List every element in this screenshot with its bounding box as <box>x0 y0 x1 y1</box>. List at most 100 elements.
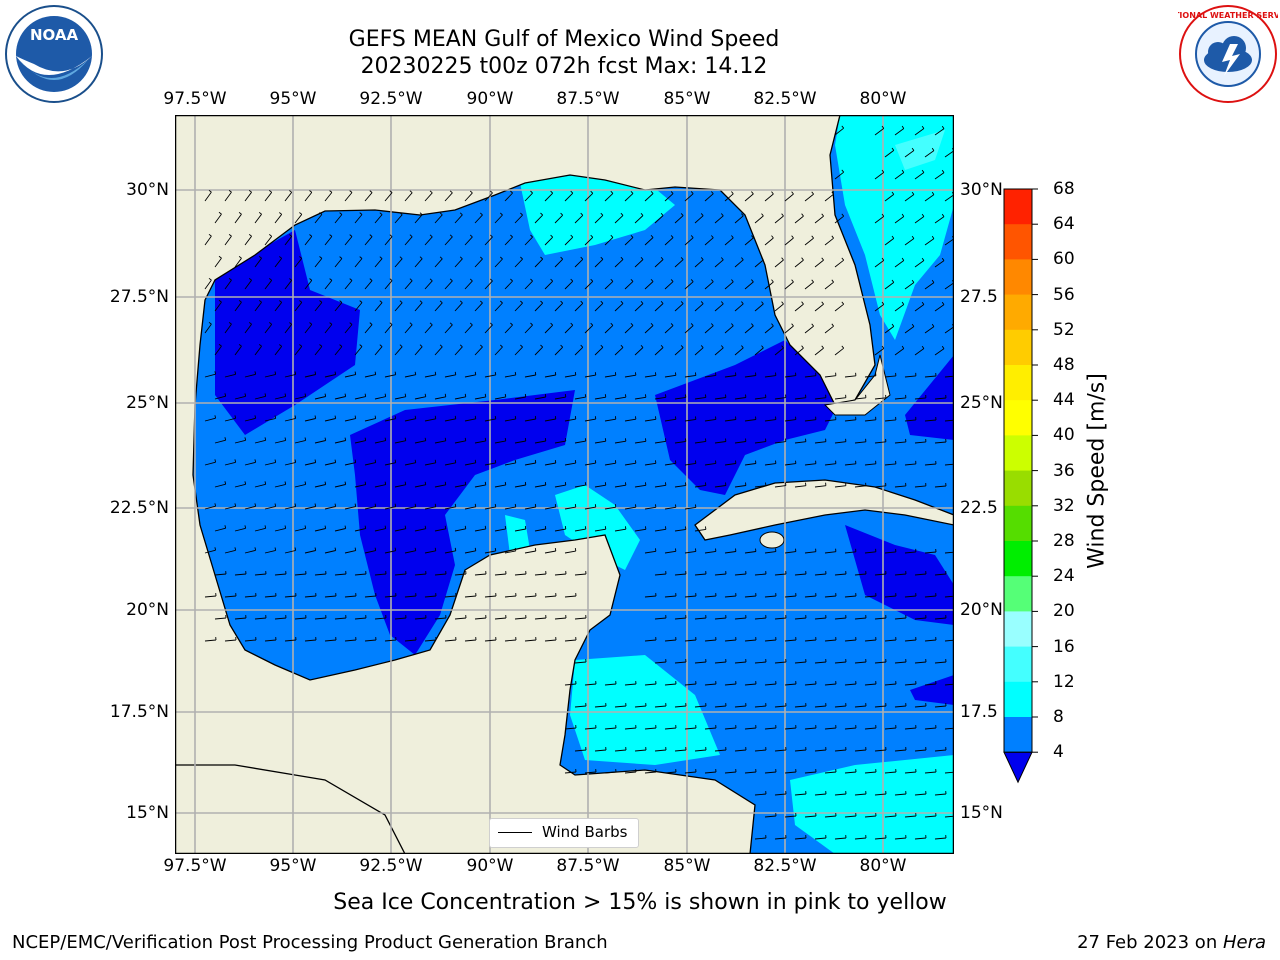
wind-barb <box>904 681 917 686</box>
wind-barb <box>774 438 787 444</box>
wind-barb <box>294 393 307 400</box>
colorbar-segment <box>1004 541 1032 577</box>
wind-barb <box>534 394 547 400</box>
wind-barb <box>944 815 954 818</box>
wind-barb <box>604 278 614 290</box>
wind-barb <box>864 637 877 642</box>
wind-barb <box>444 547 457 554</box>
wind-barb <box>724 372 737 378</box>
colorbar-segment <box>1004 365 1032 401</box>
wind-barb <box>384 371 397 378</box>
wind-barb <box>334 437 347 444</box>
wind-barb <box>504 190 513 202</box>
wind-barb <box>264 503 277 510</box>
longitude-label: 85°W <box>663 856 711 876</box>
wind-barb <box>424 503 437 510</box>
wind-barb <box>614 256 624 268</box>
wind-barb <box>494 437 507 444</box>
wind-barb <box>934 791 947 796</box>
wind-barb <box>874 125 885 136</box>
wind-barb <box>434 571 447 576</box>
wind-barb <box>264 547 277 554</box>
wind-barb <box>934 213 945 224</box>
wind-barb <box>754 482 767 488</box>
wind-barb <box>884 416 897 422</box>
wind-barb <box>644 504 657 510</box>
wind-barb <box>324 234 333 246</box>
wind-barb <box>264 278 273 290</box>
wind-barb <box>574 300 584 312</box>
wind-barb <box>844 548 857 554</box>
wind-barb <box>914 791 927 796</box>
wind-barb <box>834 438 847 444</box>
wind-barb <box>454 615 467 620</box>
wind-region-low <box>910 675 954 705</box>
wind-barb <box>824 235 834 246</box>
wind-barb <box>894 301 905 312</box>
wind-barb <box>274 256 283 268</box>
wind-barb <box>364 503 377 510</box>
longitude-label: 80°W <box>859 89 907 109</box>
wind-barb <box>654 438 667 444</box>
wind-barb <box>304 234 313 246</box>
wind-barb <box>354 571 367 576</box>
wind-barb <box>934 169 945 180</box>
noaa-logo: NOAA <box>5 5 103 103</box>
wind-barb <box>434 525 447 532</box>
wind-barb <box>764 323 774 334</box>
wind-barb <box>284 322 293 334</box>
wind-barb <box>364 637 377 642</box>
wind-barb <box>804 372 817 378</box>
wind-barb <box>794 345 804 356</box>
colorbar-tick-label: 48 <box>1053 355 1075 375</box>
wind-barb <box>804 460 817 466</box>
wind-barb <box>814 213 824 224</box>
wind-barb <box>474 525 487 532</box>
wind-barb <box>934 747 947 752</box>
wind-barb <box>924 372 937 378</box>
wind-barb <box>274 615 287 620</box>
wind-barb <box>834 301 845 312</box>
wind-barb <box>874 791 887 796</box>
wind-barb <box>544 322 554 334</box>
wind-barb <box>894 438 907 444</box>
wind-barb <box>324 459 337 466</box>
wind-barb <box>674 438 687 444</box>
wind-barb <box>644 278 654 290</box>
wind-barb <box>714 213 724 224</box>
wind-barb <box>924 460 937 466</box>
wind-barb <box>694 703 707 708</box>
wind-barb <box>314 212 323 224</box>
wind-barb <box>574 571 587 576</box>
wind-barb <box>204 593 217 598</box>
wind-barb <box>234 393 247 400</box>
wind-barb <box>654 615 667 620</box>
wind-barb <box>754 659 767 664</box>
wind-barb <box>584 460 597 466</box>
wind-barb <box>404 415 417 422</box>
wind-barb <box>554 300 564 312</box>
wind-barb <box>664 416 677 422</box>
wind-barb <box>504 322 513 334</box>
wind-barb <box>694 213 704 224</box>
wind-barb <box>884 813 897 818</box>
wind-barb <box>474 393 487 400</box>
wind-barb <box>524 371 537 378</box>
wind-barb <box>724 235 734 246</box>
wind-barb <box>824 372 837 378</box>
wind-barb <box>574 703 587 708</box>
colorbar-tick-label: 36 <box>1053 460 1075 481</box>
wind-barb <box>414 525 427 532</box>
wind-barb <box>934 482 947 488</box>
wind-barb <box>644 460 657 466</box>
wind-barb <box>474 437 487 444</box>
wind-barb <box>714 703 727 708</box>
wind-barb <box>314 393 327 400</box>
wind-barb <box>884 725 897 730</box>
wind-barb <box>754 791 767 796</box>
wind-barb <box>904 235 915 246</box>
wind-barb <box>814 703 827 708</box>
longitude-label: 92.5°W <box>359 856 423 876</box>
wind-barb <box>654 344 664 356</box>
wind-barb <box>734 394 747 400</box>
